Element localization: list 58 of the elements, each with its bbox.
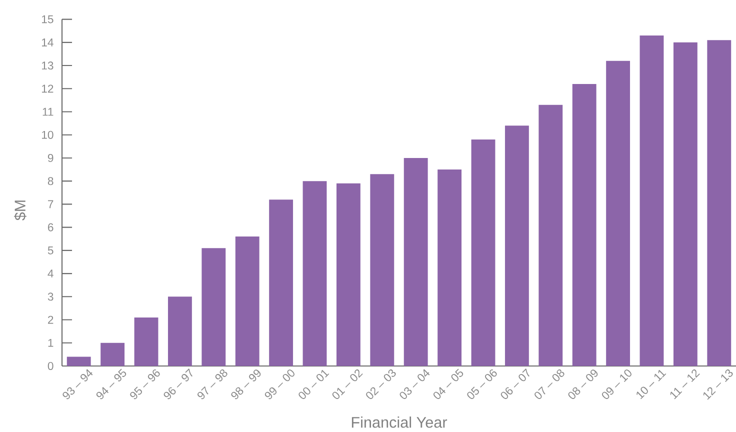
- y-tick-label: 6: [48, 223, 54, 232]
- y-tick-label: 0: [48, 362, 54, 370]
- x-tick-label: 94 – 95: [96, 368, 126, 400]
- bar: [168, 296, 192, 366]
- y-tick-label: 4: [48, 270, 54, 278]
- x-tick-label: 09 – 10: [602, 370, 632, 399]
- x-tick-label: 97 – 98: [198, 369, 228, 400]
- bar: [471, 139, 496, 366]
- y-tick-label: 2: [48, 316, 54, 324]
- x-tick-label: 04 – 05: [433, 368, 464, 399]
- bar: [640, 35, 664, 366]
- x-tick-label: 11 – 12: [670, 369, 700, 400]
- y-tick-label: 1: [48, 338, 54, 347]
- x-tick-label: 01 – 02: [332, 369, 363, 399]
- bar: [538, 104, 563, 366]
- bar: [302, 181, 327, 366]
- x-tick-label: 00 – 01: [298, 370, 330, 399]
- bar: [202, 248, 226, 366]
- bar: [673, 42, 698, 366]
- bar: [606, 60, 630, 366]
- bar: [370, 174, 394, 366]
- bar: [336, 183, 360, 366]
- y-axis-title: $M: [14, 200, 26, 220]
- y-tick-label: 8: [48, 177, 54, 186]
- y-tick-label: 13: [42, 62, 54, 70]
- x-tick-label: 02 – 03: [366, 369, 396, 399]
- x-tick-label: 95 – 96: [130, 369, 160, 400]
- x-tick-label: 10 – 11: [636, 370, 666, 400]
- y-tick-label: 14: [42, 38, 54, 46]
- bar: [707, 40, 732, 366]
- x-tick-label: 96 – 97: [164, 368, 192, 400]
- x-tick-label: 98 – 99: [231, 370, 261, 400]
- bar: [438, 170, 462, 366]
- x-tick-label: 06 – 07: [500, 368, 530, 399]
- y-tick-label: 11: [42, 108, 54, 116]
- y-tick-label: 10: [42, 130, 54, 139]
- bar: [504, 126, 529, 366]
- bar: [235, 236, 260, 366]
- y-tick-label: 5: [48, 246, 54, 254]
- bar: [572, 84, 596, 366]
- bar: [269, 200, 294, 366]
- y-tick-label: 9: [48, 154, 54, 162]
- x-tick-label: 05 – 06: [467, 369, 497, 399]
- y-tick-label: 15: [42, 15, 54, 24]
- x-tick-label: 93 – 94: [62, 369, 93, 400]
- bar: [404, 158, 428, 366]
- x-tick-label: 08 – 09: [568, 370, 598, 399]
- x-axis-title: Financial Year: [352, 416, 448, 428]
- y-tick-label: 12: [42, 84, 54, 93]
- x-tick-label: 07 – 08: [534, 369, 564, 399]
- x-tick-label: 12 – 13: [703, 369, 733, 400]
- bar: [66, 356, 91, 366]
- y-tick-label: 3: [48, 292, 54, 301]
- x-tick-label: 03 – 04: [400, 369, 430, 399]
- bar: [100, 342, 125, 366]
- bar: [134, 317, 158, 366]
- x-tick-label: 99 – 00: [264, 370, 294, 400]
- y-tick-label: 7: [48, 200, 54, 208]
